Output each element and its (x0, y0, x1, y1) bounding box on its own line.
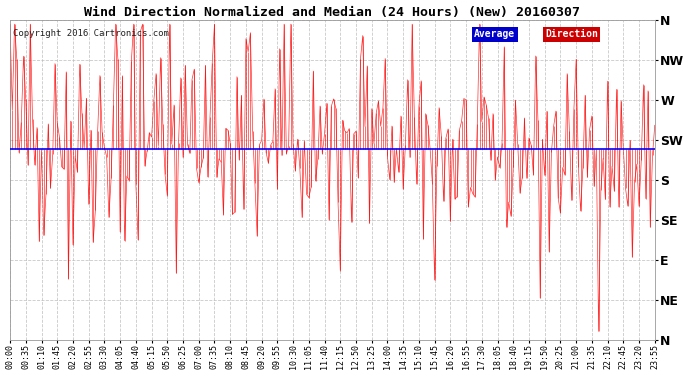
Text: Average: Average (474, 29, 515, 39)
Text: Direction: Direction (545, 29, 598, 39)
Title: Wind Direction Normalized and Median (24 Hours) (New) 20160307: Wind Direction Normalized and Median (24… (84, 6, 580, 18)
Text: Copyright 2016 Cartronics.com: Copyright 2016 Cartronics.com (13, 29, 169, 38)
